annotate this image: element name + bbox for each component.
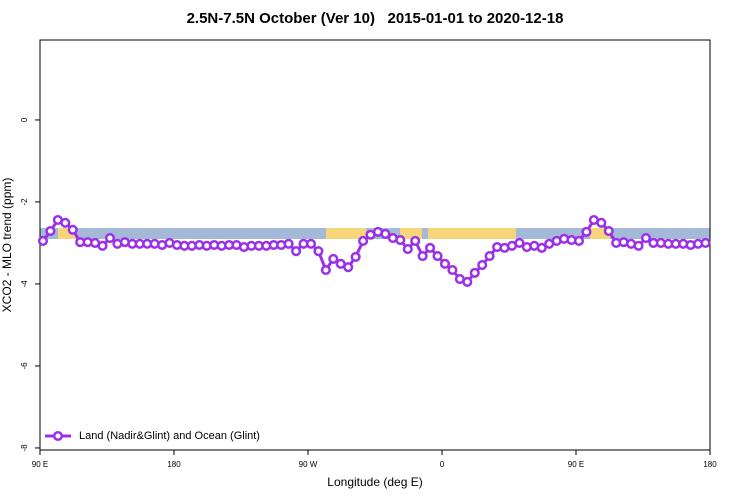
x-tick-label: 90 E bbox=[32, 460, 48, 469]
point bbox=[45, 226, 56, 237]
point bbox=[514, 237, 525, 248]
point bbox=[313, 246, 324, 257]
point bbox=[469, 267, 480, 278]
point bbox=[596, 217, 607, 228]
point bbox=[395, 235, 406, 246]
y-tick-label: -8 bbox=[20, 444, 29, 452]
point bbox=[291, 246, 302, 257]
point bbox=[462, 276, 473, 287]
point bbox=[283, 238, 294, 249]
x-tick-label: 180 bbox=[703, 460, 717, 469]
x-tick-label: 0 bbox=[440, 460, 445, 469]
y-tick-label: -4 bbox=[20, 280, 29, 288]
point bbox=[402, 244, 413, 255]
x-tick-label: 180 bbox=[167, 460, 181, 469]
y-tick-label: -2 bbox=[20, 198, 29, 206]
point bbox=[305, 238, 317, 249]
point bbox=[573, 235, 585, 246]
y-axis-label: XCO2 - MLO trend (ppm) bbox=[0, 178, 14, 313]
point bbox=[477, 260, 488, 271]
point bbox=[343, 262, 354, 273]
point bbox=[410, 235, 421, 246]
point bbox=[328, 253, 339, 264]
point bbox=[417, 251, 428, 262]
point bbox=[350, 251, 361, 262]
legend-label: Land (Nadir&Glint) and Ocean (Glint) bbox=[79, 430, 260, 442]
x-axis-label: Longitude (deg E) bbox=[327, 475, 422, 489]
point bbox=[97, 240, 108, 251]
y-tick-label: 0 bbox=[20, 117, 29, 122]
chart-title: 2.5N-7.5N October (Ver 10) 2015-01-01 to… bbox=[187, 10, 564, 27]
point bbox=[581, 226, 592, 237]
point bbox=[484, 251, 495, 262]
point bbox=[640, 232, 652, 244]
x-tick-label: 90 E bbox=[568, 460, 584, 469]
point bbox=[67, 224, 78, 235]
point bbox=[633, 240, 644, 251]
point bbox=[320, 264, 331, 276]
y-tick-label: -6 bbox=[20, 362, 29, 370]
point bbox=[60, 217, 71, 228]
point bbox=[700, 237, 711, 248]
point bbox=[603, 226, 614, 237]
point bbox=[358, 235, 369, 246]
point bbox=[447, 264, 458, 276]
x-tick-label: 90 W bbox=[299, 460, 318, 469]
legend-marker bbox=[52, 430, 64, 442]
point bbox=[536, 242, 547, 253]
point bbox=[439, 258, 451, 269]
point bbox=[432, 251, 443, 262]
point bbox=[37, 235, 49, 246]
point bbox=[104, 232, 116, 244]
point bbox=[425, 242, 436, 253]
point bbox=[380, 228, 391, 239]
